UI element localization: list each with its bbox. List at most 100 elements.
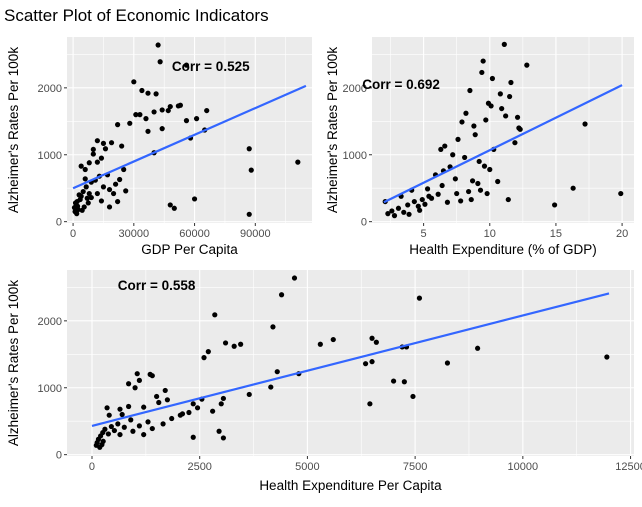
data-point: [216, 428, 222, 434]
data-point: [238, 341, 244, 347]
data-point: [190, 401, 196, 407]
data-point: [618, 190, 624, 197]
y-tick-label: 2000: [343, 83, 367, 95]
data-point: [442, 143, 448, 149]
data-point: [389, 208, 395, 214]
data-point: [220, 395, 226, 402]
data-points: [71, 42, 301, 217]
data-point: [137, 112, 143, 118]
x-tick-label: 2500: [187, 461, 211, 473]
data-point: [454, 190, 460, 197]
data-point: [471, 123, 477, 129]
y-tick-label: 0: [361, 217, 367, 229]
x-tick-label: 5: [421, 228, 427, 240]
data-point: [149, 373, 155, 379]
data-point: [115, 421, 121, 427]
data-point: [438, 146, 444, 153]
data-point: [481, 163, 488, 169]
data-point: [391, 213, 398, 219]
data-point: [76, 192, 82, 198]
y-tick-label: 0: [56, 217, 62, 229]
data-point: [369, 359, 375, 365]
data-point: [406, 211, 412, 217]
x-tick-label: 20: [616, 228, 628, 240]
data-point: [154, 393, 160, 400]
data-point: [85, 200, 91, 206]
data-point: [274, 369, 280, 375]
data-point: [104, 405, 110, 411]
data-point: [164, 397, 170, 403]
data-point: [270, 324, 276, 330]
correlation-annotation: Corr = 0.692: [362, 77, 440, 92]
data-point: [222, 340, 229, 346]
data-point: [218, 401, 224, 407]
data-point: [411, 198, 417, 205]
data-point: [476, 158, 482, 165]
data-point: [452, 176, 458, 182]
data-point: [134, 371, 140, 377]
data-point: [362, 361, 369, 367]
data-point: [157, 59, 163, 65]
data-point: [131, 79, 137, 85]
data-point: [159, 126, 165, 132]
x-tick-label: 60000: [179, 228, 210, 240]
data-point: [459, 119, 465, 125]
data-point: [74, 203, 81, 209]
x-tick-label: 15: [550, 228, 562, 240]
data-point: [524, 62, 530, 68]
trend-line: [383, 84, 623, 204]
data-point: [169, 415, 175, 422]
data-point: [552, 202, 558, 208]
data-point: [330, 336, 336, 343]
data-point: [86, 160, 92, 166]
data-point: [475, 180, 481, 187]
y-tick-label: 2000: [38, 83, 62, 95]
data-point: [246, 146, 252, 152]
data-point: [514, 114, 521, 120]
x-tick-label: 7500: [403, 461, 427, 473]
data-point: [373, 339, 379, 345]
data-point: [501, 41, 507, 47]
data-point: [133, 112, 139, 118]
data-point: [480, 58, 486, 64]
data-point: [193, 116, 200, 122]
data-point: [291, 275, 298, 281]
data-point: [117, 406, 123, 412]
data-point: [450, 152, 456, 158]
data-point: [167, 202, 173, 208]
data-point: [82, 176, 88, 182]
data-point: [201, 355, 207, 361]
data-point: [467, 87, 473, 94]
data-point: [108, 423, 114, 430]
data-point: [210, 408, 216, 414]
data-point: [248, 167, 254, 173]
data-point: [295, 159, 301, 165]
data-point: [115, 122, 121, 128]
data-point: [151, 109, 157, 115]
data-point: [369, 335, 375, 341]
data-point: [570, 185, 576, 191]
data-point: [136, 423, 142, 429]
data-point: [123, 188, 129, 194]
data-point: [102, 146, 109, 152]
data-point: [145, 128, 151, 134]
data-point: [119, 411, 125, 418]
data-point: [395, 205, 402, 211]
grid-lines: [67, 37, 312, 223]
y-tick-label: 1000: [343, 150, 367, 162]
data-point: [401, 209, 407, 215]
data-point: [94, 138, 100, 144]
data-point: [190, 434, 196, 440]
trend-line: [91, 292, 610, 427]
data-point: [111, 427, 117, 434]
x-tick-label: 30000: [119, 228, 150, 240]
data-point: [422, 201, 428, 207]
data-point: [156, 399, 162, 406]
data-point: [127, 120, 133, 126]
data-point: [79, 207, 85, 213]
data-point: [246, 211, 252, 217]
data-point: [191, 196, 198, 202]
